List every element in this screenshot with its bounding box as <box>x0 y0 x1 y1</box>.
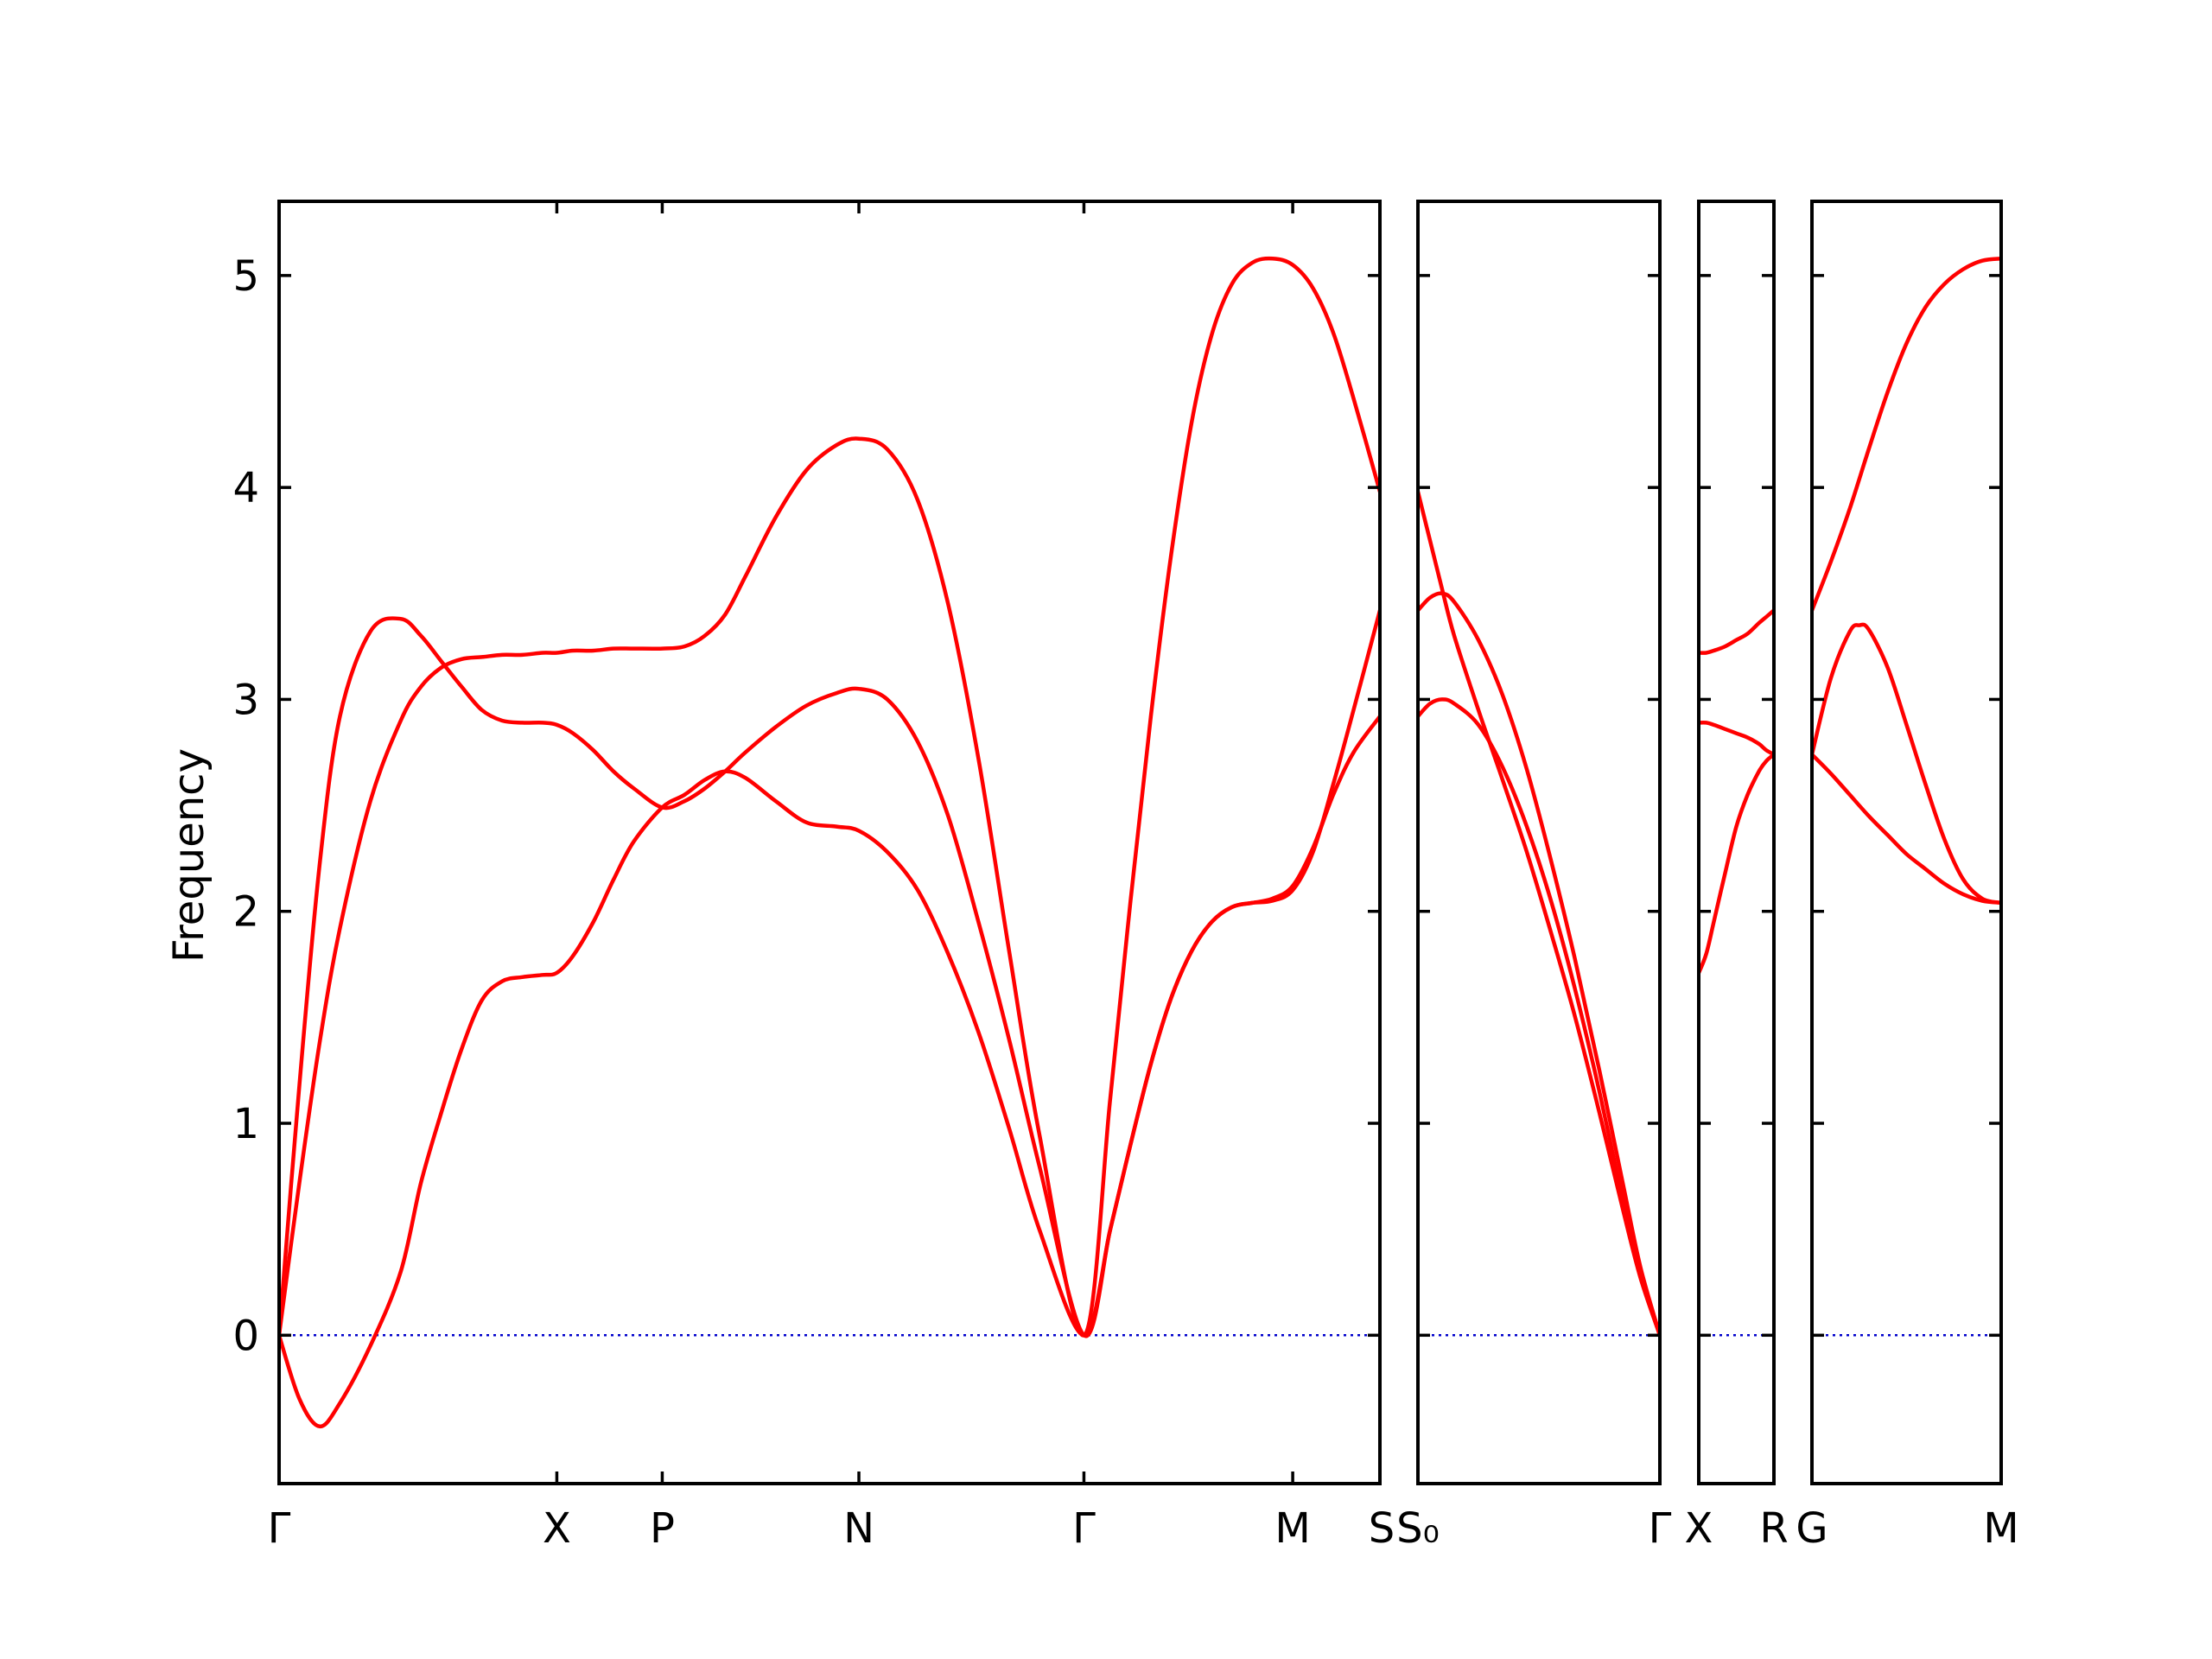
band-line-2 <box>279 256 1380 1338</box>
panel-frame <box>1697 200 1776 1485</box>
band-group <box>1418 489 1660 1338</box>
y-tick-label: 4 <box>232 464 259 512</box>
band-line-2 <box>1812 622 2001 906</box>
x-tick-label: M <box>1274 1504 1310 1553</box>
y-tick-labels: 0 1 2 3 4 5 <box>232 252 259 1360</box>
x-tick-label: Γ <box>268 1504 291 1553</box>
x-tick-label: Γ <box>1649 1504 1672 1553</box>
y-tick-label: 2 <box>232 888 259 937</box>
panel-frame <box>1810 200 2003 1485</box>
y-axis-label: Frequency <box>165 748 213 963</box>
chart-panels: Γ X P N Γ M S S₀ Γ X R G M <box>268 200 2019 1553</box>
band-line-1 <box>1699 752 1774 976</box>
band-line-3 <box>1418 489 1660 1338</box>
band-line-3 <box>1699 608 1774 655</box>
panel-frame <box>1416 200 1662 1485</box>
x-tick-label: S₀ <box>1396 1504 1440 1553</box>
y-tick-label: 3 <box>232 676 259 724</box>
band-line-2 <box>1418 591 1660 1338</box>
x-tick-label: G <box>1796 1504 1827 1553</box>
x-tick-label: R <box>1759 1504 1788 1553</box>
panel-frame <box>277 200 1382 1485</box>
x-tick-label: Γ <box>1072 1504 1096 1553</box>
x-tick-label: P <box>650 1504 675 1553</box>
panel-2: S₀ Γ <box>1396 200 1672 1553</box>
x-tick-label: M <box>1983 1504 2018 1553</box>
band-line-1 <box>279 714 1380 1429</box>
band-group <box>279 256 1380 1429</box>
band-line-3 <box>279 608 1380 1338</box>
y-tick-label: 1 <box>232 1100 259 1148</box>
x-tick-label: X <box>1685 1504 1713 1553</box>
band-group <box>1699 608 1774 976</box>
band-group <box>1812 256 2001 906</box>
band-line-1 <box>1418 697 1660 1338</box>
x-tick-label: X <box>543 1504 571 1553</box>
band-line-3 <box>1812 256 2001 613</box>
band-line-2 <box>1699 720 1774 757</box>
band-line-1 <box>1812 752 2001 906</box>
x-tick-label: N <box>843 1504 874 1553</box>
y-tick-label: 5 <box>232 252 259 301</box>
x-tick-label: S <box>1369 1504 1395 1553</box>
y-tick-label: 0 <box>232 1312 259 1360</box>
